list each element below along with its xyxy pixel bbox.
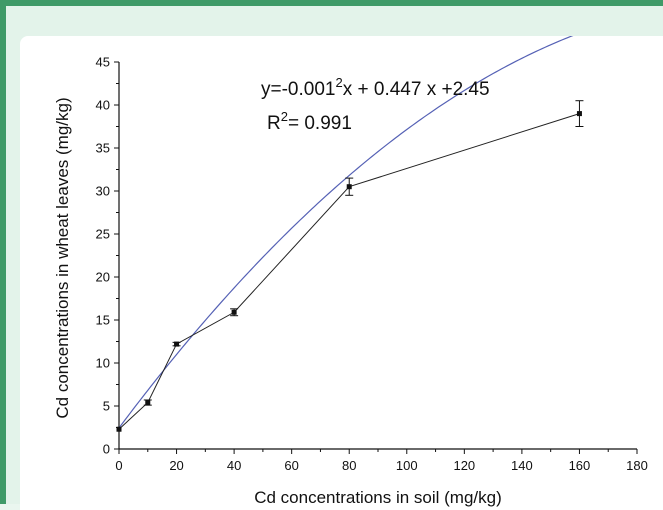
- y-tick-label: 0: [103, 442, 110, 457]
- r-squared-annotation: R2= 0.991: [267, 109, 352, 134]
- data-point: [576, 111, 582, 117]
- x-tick-label: 60: [284, 458, 298, 473]
- chart: 0 5 10 15 20 25 30 35 40 45 0 20 40 60 80 100 120 140 160…: [53, 36, 648, 507]
- equation-text: y=-0.001: [261, 79, 335, 100]
- data-series-layer: [116, 100, 584, 432]
- fit-curve: [118, 36, 574, 429]
- data-point: [174, 341, 180, 347]
- y-tick-label: 15: [96, 313, 110, 328]
- x-tick-label: 120: [453, 458, 475, 473]
- y-tick-label: 35: [96, 141, 110, 156]
- r2-value: = 0.991: [288, 113, 352, 134]
- r2-label: R: [267, 113, 281, 134]
- y-ticks: 0 5 10 15 20 25 30 35 40 45: [96, 55, 119, 457]
- y-tick-label: 30: [96, 184, 110, 199]
- x-tick-label: 100: [396, 458, 418, 473]
- y-tick-label: 25: [96, 227, 110, 242]
- r2-superscript: 2: [281, 109, 288, 124]
- x-tick-label: 20: [169, 458, 183, 473]
- equation-superscript: 2: [335, 75, 342, 90]
- chart-panel: 0 5 10 15 20 25 30 35 40 45 0 20 40 60 80 100 120 140 160…: [20, 36, 663, 510]
- x-axis-title: Cd concentrations in soil (mg/kg): [254, 488, 502, 507]
- data-point: [231, 309, 237, 315]
- x-tick-label: 40: [227, 458, 241, 473]
- y-tick-label: 45: [96, 55, 110, 70]
- data-point: [145, 400, 151, 406]
- x-tick-label: 80: [342, 458, 356, 473]
- equation-annotation: y=-0.0012x + 0.447 x +2.45: [261, 75, 490, 100]
- x-tick-label: 160: [569, 458, 591, 473]
- x-ticks: 0 20 40 60 80 100 120 140 160 180: [115, 449, 648, 473]
- equation-rest: x + 0.447 x +2.45: [343, 79, 490, 100]
- data-line: [118, 113, 580, 430]
- y-tick-label: 10: [96, 356, 110, 371]
- data-point: [346, 184, 352, 190]
- data-point: [116, 426, 122, 432]
- x-tick-label: 140: [511, 458, 533, 473]
- y-tick-label: 20: [96, 270, 110, 285]
- x-tick-label: 180: [626, 458, 648, 473]
- y-tick-label: 5: [103, 399, 110, 414]
- x-tick-label: 0: [115, 458, 122, 473]
- fit-curve-layer: [118, 36, 574, 429]
- y-axis-title: Cd concentrations in wheat leaves (mg/kg…: [53, 97, 72, 418]
- y-tick-label: 40: [96, 98, 110, 113]
